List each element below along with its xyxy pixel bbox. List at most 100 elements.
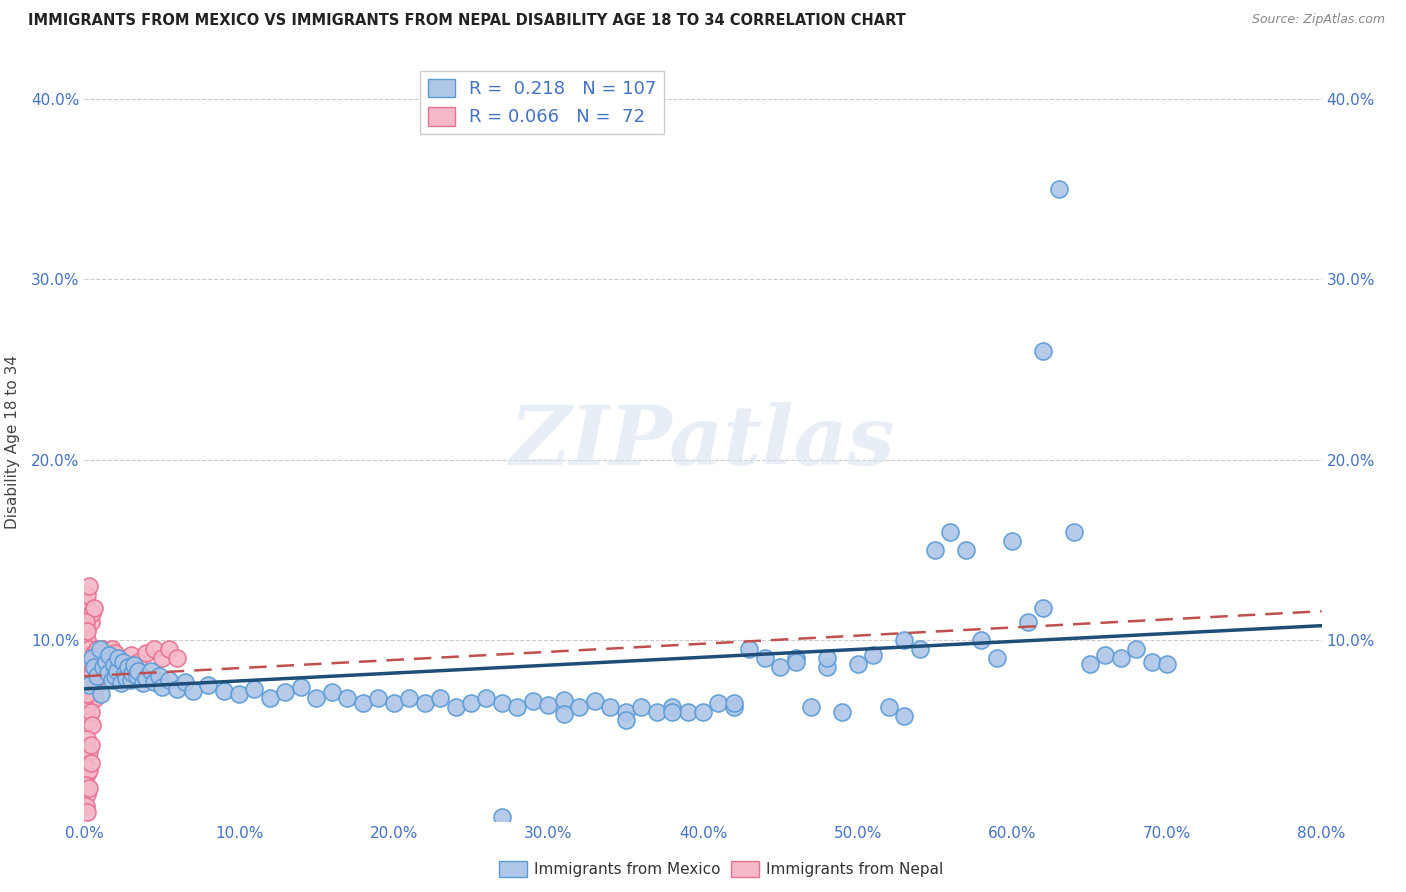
Text: Source: ZipAtlas.com: Source: ZipAtlas.com — [1251, 13, 1385, 27]
Point — [76, 687, 98, 701]
Point — [336, 690, 359, 705]
Point — [90, 660, 112, 674]
Point — [101, 642, 124, 657]
Point — [970, 633, 993, 648]
Point — [831, 706, 853, 720]
Point — [274, 685, 297, 699]
Point — [1032, 344, 1054, 359]
Point — [986, 651, 1008, 665]
Point — [75, 655, 97, 669]
Point — [148, 669, 170, 683]
Point — [83, 681, 105, 696]
Point — [150, 651, 173, 665]
Point — [79, 756, 101, 770]
Point — [259, 690, 281, 705]
Point — [661, 699, 683, 714]
Point — [877, 699, 900, 714]
Point — [181, 683, 204, 698]
Point — [125, 669, 148, 683]
Point — [475, 690, 498, 705]
Point — [723, 696, 745, 710]
Point — [506, 699, 529, 714]
Point — [522, 694, 544, 708]
Point — [96, 665, 118, 680]
Point — [143, 674, 166, 689]
Point — [553, 707, 575, 722]
Point — [76, 633, 98, 648]
Point — [82, 718, 104, 732]
Point — [79, 738, 101, 752]
Point — [76, 709, 98, 723]
Point — [112, 655, 135, 669]
Point — [120, 648, 142, 662]
Point — [491, 696, 513, 710]
Point — [228, 687, 250, 701]
Point — [98, 648, 121, 662]
Point — [107, 651, 129, 665]
Point — [114, 665, 136, 680]
Point — [76, 665, 98, 680]
FancyBboxPatch shape — [499, 861, 527, 877]
Point — [94, 655, 117, 669]
Point — [491, 810, 513, 824]
Point — [939, 524, 962, 539]
Point — [769, 660, 792, 674]
Point — [444, 699, 467, 714]
Point — [83, 600, 105, 615]
Text: Immigrants from Mexico: Immigrants from Mexico — [534, 863, 721, 877]
Point — [86, 648, 108, 662]
Point — [75, 702, 97, 716]
Point — [76, 732, 98, 747]
Point — [91, 642, 114, 657]
Point — [75, 597, 97, 611]
Point — [96, 651, 118, 665]
Point — [135, 671, 157, 685]
Point — [86, 669, 108, 683]
Point — [127, 664, 149, 678]
Point — [121, 665, 143, 680]
Text: Immigrants from Nepal: Immigrants from Nepal — [766, 863, 943, 877]
Point — [599, 699, 621, 714]
Text: ZIPatlas: ZIPatlas — [510, 401, 896, 482]
Point — [785, 655, 807, 669]
Point — [77, 714, 100, 729]
Point — [77, 579, 100, 593]
Point — [321, 685, 343, 699]
Point — [630, 699, 652, 714]
Point — [115, 671, 138, 685]
Text: IMMIGRANTS FROM MEXICO VS IMMIGRANTS FROM NEPAL DISABILITY AGE 18 TO 34 CORRELAT: IMMIGRANTS FROM MEXICO VS IMMIGRANTS FRO… — [28, 13, 905, 29]
Point — [76, 687, 98, 701]
Point — [75, 673, 97, 687]
Point — [352, 696, 374, 710]
Point — [89, 642, 111, 657]
Point — [738, 642, 761, 657]
Point — [785, 651, 807, 665]
Point — [159, 673, 180, 687]
Point — [290, 680, 312, 694]
Point — [75, 741, 97, 756]
Point — [110, 676, 132, 690]
Point — [568, 699, 591, 714]
Point — [89, 655, 111, 669]
Point — [367, 690, 389, 705]
Point — [174, 674, 197, 689]
Point — [103, 658, 125, 673]
Point — [82, 673, 104, 687]
Point — [83, 646, 105, 660]
Point — [77, 745, 100, 759]
Point — [101, 673, 124, 687]
Point — [676, 706, 699, 720]
Point — [166, 681, 188, 696]
Point — [661, 706, 683, 720]
Point — [815, 660, 838, 674]
Legend: R =  0.218   N = 107, R = 0.066   N =  72: R = 0.218 N = 107, R = 0.066 N = 72 — [420, 71, 664, 134]
Point — [537, 698, 560, 712]
Point — [79, 655, 101, 669]
Point — [82, 665, 104, 680]
Point — [75, 678, 97, 692]
Point — [800, 699, 823, 714]
Point — [135, 646, 157, 660]
Point — [614, 713, 637, 727]
Point — [139, 664, 162, 678]
Point — [75, 624, 97, 639]
